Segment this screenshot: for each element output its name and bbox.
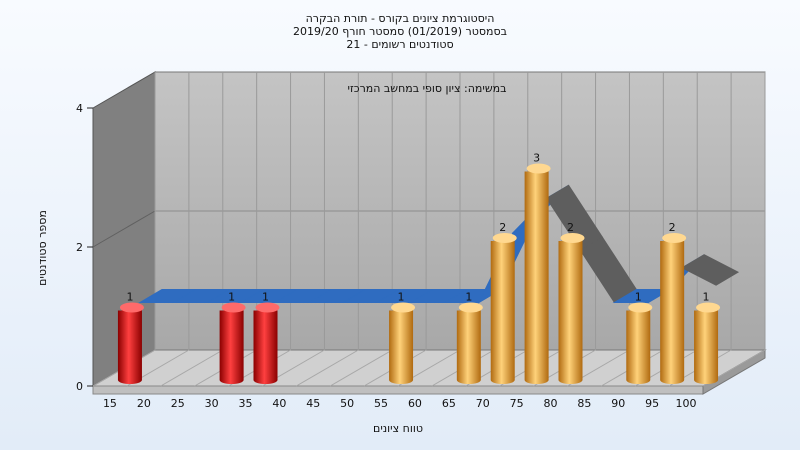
bar-body [117, 310, 142, 384]
x-tick-label: 65 [442, 397, 456, 410]
bar-top [560, 233, 585, 243]
grid-line-side [92, 210, 156, 248]
bar-body [389, 310, 414, 384]
bar-top [492, 233, 517, 243]
x-tick-label: 70 [476, 397, 490, 410]
y-tick-labels: 0 2 4 [76, 102, 93, 393]
data-label-90: 1 [635, 291, 642, 304]
bar-70 [490, 233, 517, 384]
bar-body [626, 310, 651, 384]
floor-grid-line [329, 349, 393, 387]
bar-top [458, 302, 483, 313]
data-label-55: 1 [398, 291, 405, 304]
bar-top [696, 302, 721, 313]
bar-top [255, 302, 280, 313]
x-tick-label: 35 [239, 397, 253, 410]
bar-90 [626, 302, 653, 384]
data-labels: 1 1 1 1 1 2 3 2 1 2 1 [126, 152, 709, 304]
bar-body [558, 241, 583, 384]
bar-55 [389, 302, 416, 384]
floor-grid-line [160, 349, 224, 387]
bar-top [526, 163, 551, 174]
x-tick-label: 45 [306, 397, 320, 410]
bar-95 [660, 233, 687, 384]
bar-65 [456, 302, 483, 384]
bar-15 [117, 302, 144, 384]
grid-lines [92, 72, 766, 387]
floor-grid-line [296, 349, 359, 387]
x-tick-label: 20 [137, 397, 151, 410]
x-tick-label: 40 [272, 397, 286, 410]
bar-75 [524, 163, 551, 384]
bar-top [391, 302, 416, 313]
x-tick-label: 50 [340, 397, 354, 410]
data-label-30: 1 [228, 291, 235, 304]
bar-30 [219, 302, 246, 384]
y-tick-label: 4 [76, 102, 83, 115]
bar-body [219, 310, 244, 384]
x-tick-label: 25 [171, 397, 185, 410]
bar-top [628, 302, 653, 313]
chart-title-line-3: סטודנטים רשומים - 21 [346, 38, 453, 51]
x-tick-label: 80 [544, 397, 558, 410]
data-label-15: 1 [126, 291, 133, 304]
x-tick-label: 60 [408, 397, 422, 410]
x-tick-label: 85 [577, 397, 591, 410]
x-tick-labels: 15 20 25 30 35 40 45 50 55 60 65 70 75 80 85 90 95 100 [103, 397, 697, 410]
bar-top [662, 233, 687, 243]
x-tick-label: 100 [676, 397, 697, 410]
data-label-70: 2 [499, 221, 506, 234]
y-tick-label: 0 [76, 380, 83, 393]
bar-35 [253, 302, 280, 384]
data-label-100: 1 [703, 291, 710, 304]
y-axis-title: מספר סטודנטים [36, 210, 49, 286]
bar-80 [558, 233, 585, 384]
data-label-80: 2 [567, 221, 574, 234]
data-label-35: 1 [262, 291, 269, 304]
bar-body [456, 310, 481, 384]
x-tick-label: 15 [103, 397, 117, 410]
bar-body [660, 241, 685, 384]
bar-top [221, 302, 246, 313]
y-tick-label: 2 [76, 241, 83, 254]
chart-title-line-2: בסמסטר (01/2019) סמסטר חורף 2019/20 [293, 25, 507, 38]
data-label-65: 1 [465, 291, 472, 304]
x-tick-label: 90 [611, 397, 625, 410]
bar-body [253, 310, 278, 384]
bar-100 [694, 302, 721, 384]
curve-segment [681, 254, 740, 286]
chart-subtitle: במשימה: ציון סופי במחשב המרכזי [347, 82, 506, 95]
bars-group [117, 163, 721, 384]
x-tick-label: 95 [645, 397, 659, 410]
data-label-75: 3 [533, 152, 540, 165]
bar-body [524, 171, 549, 384]
x-axis-title: טווח ציונים [373, 422, 423, 435]
x-tick-label: 75 [510, 397, 524, 410]
bar-body [490, 241, 515, 384]
data-label-95: 2 [669, 221, 676, 234]
bar-body [694, 310, 719, 384]
bar-top [119, 302, 144, 313]
floor-front-edge [92, 385, 704, 395]
x-tick-label: 30 [205, 397, 219, 410]
chart-title-line-1: היסטוגרמת ציונים בקורס - תורת הבקרה [306, 12, 495, 25]
x-tick-label: 55 [374, 397, 388, 410]
